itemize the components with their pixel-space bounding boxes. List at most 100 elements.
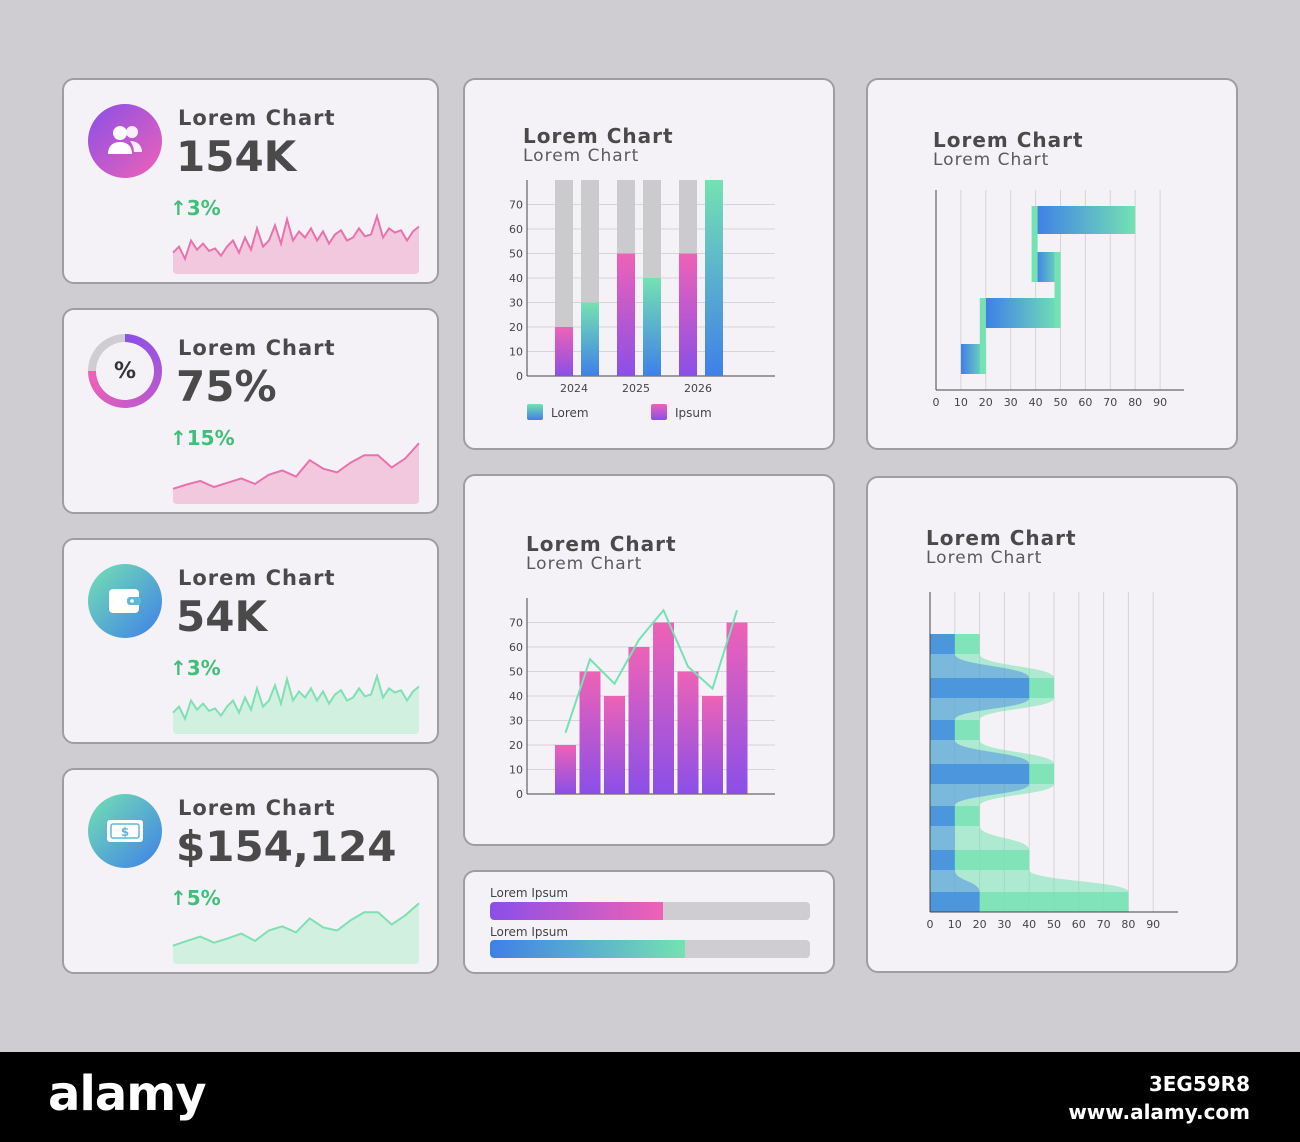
- kpi-title: Lorem Chart: [178, 106, 336, 130]
- gantt-connector: [1054, 252, 1061, 328]
- money-icon: $: [88, 794, 162, 868]
- gantt-bar: [1035, 206, 1136, 234]
- y-tick-label: 20: [509, 739, 523, 752]
- sparkline: [172, 212, 420, 274]
- kpi-delta-value: 3%: [186, 656, 221, 680]
- x-tick-label: 0: [933, 396, 940, 409]
- bar: [643, 278, 661, 376]
- y-tick-label: 10: [509, 764, 523, 777]
- sparkline-line: [172, 672, 420, 722]
- progress-fill: [490, 902, 663, 920]
- arrow-up-icon: ↑: [170, 196, 187, 220]
- sparkline-area: [173, 216, 419, 274]
- y-tick-label: 30: [509, 715, 523, 728]
- kpi-card: % Lorem Chart 75% ↑15%: [62, 308, 439, 514]
- y-tick-label: 50: [509, 666, 523, 679]
- wave-band-blue: [930, 806, 955, 826]
- combo-bar-line-chart: 0 10 20 30 40 50 60 70: [509, 598, 775, 801]
- y-tick-label: 60: [509, 641, 523, 654]
- gantt-bar: [985, 298, 1061, 328]
- kpi-value: $154,124: [176, 822, 397, 871]
- x-tick-label: 90: [1153, 396, 1167, 409]
- x-tick-label: 40: [1029, 396, 1043, 409]
- kpi-card: Lorem Chart 154K ↑3%: [62, 78, 439, 284]
- sparkline: [172, 442, 420, 504]
- sparkline: [172, 672, 420, 734]
- wave-band-green: [930, 892, 1129, 912]
- x-tick-label: 20: [973, 918, 987, 931]
- x-tick-label: 30: [1004, 396, 1018, 409]
- legend-swatch: [651, 404, 667, 420]
- kpi-card: $ Lorem Chart $154,124 ↑5%: [62, 768, 439, 974]
- chart-subtitle: Lorem Chart: [523, 146, 640, 166]
- kpi-delta: ↑3%: [170, 196, 221, 220]
- svg-text:$: $: [121, 825, 129, 839]
- y-tick-label: 20: [509, 321, 523, 334]
- wave-band-blue: [930, 764, 1030, 784]
- x-tick-label: 2025: [622, 382, 650, 395]
- kpi-title: Lorem Chart: [178, 336, 336, 360]
- gantt-connector: [1031, 206, 1038, 282]
- wave-band-blue: [930, 892, 980, 912]
- stacked-bar-chart: 0 10 20 30 40 50 60 70 2024 2025 2026 Lorem Ipsum: [509, 180, 775, 420]
- wave-band-blue: [930, 678, 1030, 698]
- sparkline-area: [173, 443, 419, 504]
- x-tick-label: 70: [1103, 396, 1117, 409]
- sparkline: [172, 902, 420, 964]
- kpi-title: Lorem Chart: [178, 796, 336, 820]
- x-tick-label: 20: [979, 396, 993, 409]
- bar: [628, 647, 650, 794]
- progress-card: Lorem Ipsum Lorem Ipsum: [463, 870, 835, 974]
- wallet-icon: [88, 564, 162, 638]
- x-tick-label: 60: [1072, 918, 1086, 931]
- x-tick-label: 2026: [684, 382, 712, 395]
- kpi-delta-value: 5%: [186, 886, 221, 910]
- legend-label: Lorem: [551, 406, 589, 420]
- x-tick-label: 80: [1128, 396, 1142, 409]
- kpi-value: 154K: [176, 132, 297, 181]
- x-tick-label: 50: [1054, 396, 1068, 409]
- footer-bar: [0, 1052, 1300, 1142]
- bar: [705, 180, 723, 376]
- x-tick-label: 80: [1121, 918, 1135, 931]
- sparkline-line: [172, 442, 420, 490]
- kpi-delta-value: 3%: [186, 196, 221, 220]
- y-tick-label: 40: [509, 272, 523, 285]
- y-tick-label: 60: [509, 223, 523, 236]
- arrow-up-icon: ↑: [170, 656, 187, 680]
- legend-label: Ipsum: [675, 406, 712, 420]
- y-tick-label: 40: [509, 690, 523, 703]
- wave-band-blue: [930, 850, 955, 870]
- wave-chart-card: Lorem Chart Lorem Chart 0 10 20 30 40 50 60 70 8…: [866, 476, 1238, 973]
- kpi-card: Lorem Chart 54K ↑3%: [62, 538, 439, 744]
- progress-label-1: Lorem Ipsum: [490, 886, 569, 900]
- image-id: 3EG59R8: [1148, 1072, 1250, 1096]
- x-tick-label: 40: [1022, 918, 1036, 931]
- y-tick-label: 50: [509, 248, 523, 261]
- kpi-delta: ↑5%: [170, 886, 221, 910]
- arrow-up-icon: ↑: [170, 426, 187, 450]
- y-tick-label: 0: [516, 370, 523, 383]
- sparkline-area: [173, 676, 419, 734]
- percent-icon: %: [88, 334, 162, 408]
- bar: [702, 696, 723, 794]
- bar: [555, 745, 576, 794]
- kpi-delta-value: 15%: [186, 426, 235, 450]
- gantt-connector: [979, 298, 986, 374]
- bar: [579, 671, 601, 794]
- y-tick-label: 70: [509, 617, 523, 630]
- progress-bar-1: [490, 902, 810, 920]
- wave-band-blue: [930, 720, 955, 740]
- progress-fill: [490, 940, 686, 958]
- bar: [726, 622, 748, 794]
- gantt-chart: 0 10 20 30 40 50 60 70 80 90: [933, 190, 1184, 409]
- chart-subtitle: Lorem Chart: [933, 150, 1050, 170]
- footer-logo: alamy: [48, 1066, 207, 1122]
- progress-label-2: Lorem Ipsum: [490, 925, 569, 939]
- chart-subtitle: Lorem Chart: [926, 548, 1043, 568]
- chart-title: Lorem Chart: [523, 124, 674, 148]
- x-tick-label: 2024: [560, 382, 588, 395]
- gantt-chart-card: Lorem Chart Lorem Chart 0 10 20 30 40 50 60 70 8…: [866, 78, 1238, 450]
- x-tick-label: 0: [927, 918, 934, 931]
- horizontal-wave-chart: 0 10 20 30 40 50 60 70 80 90: [927, 592, 1178, 931]
